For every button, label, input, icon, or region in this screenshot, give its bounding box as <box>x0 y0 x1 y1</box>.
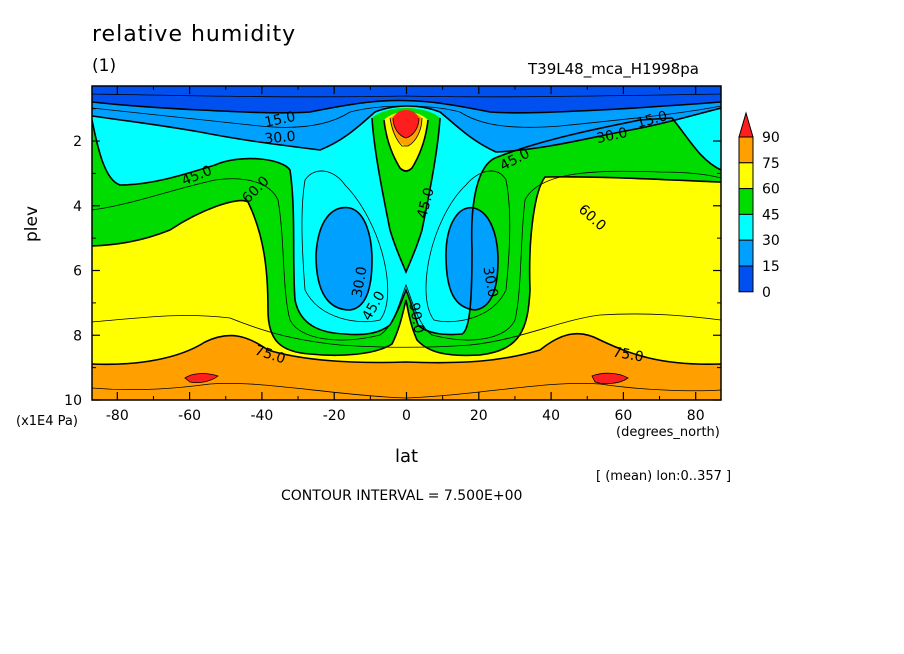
contour-line-column-45 <box>371 117 441 275</box>
colorbar: 0 15 30 45 60 75 90 <box>738 111 780 301</box>
y-tick-label: 8 <box>73 328 82 344</box>
y-tick-label: 2 <box>73 134 82 150</box>
colorbar-label: 15 <box>762 259 780 275</box>
fill-0-15-top <box>92 86 721 113</box>
colorbar-label: 75 <box>762 156 780 172</box>
colorbar-label: 45 <box>762 207 780 223</box>
panel-label: (1) <box>92 56 117 76</box>
axes: -80 -60 -40 -20 0 20 40 60 80 2 4 6 8 10 <box>64 86 721 424</box>
fill-90-top <box>393 110 419 138</box>
fill-15-30-left <box>316 207 372 310</box>
y-tick-label: 10 <box>64 393 82 409</box>
contour-label: 45.0 <box>414 186 438 220</box>
colorbar-box <box>738 136 754 164</box>
contour-label: 75.0 <box>611 344 644 365</box>
contour-label: 15.0 <box>263 109 297 131</box>
x-tick-label: 80 <box>687 408 705 424</box>
x-tick-label: -60 <box>178 408 201 424</box>
colorbar-label: 30 <box>762 233 780 249</box>
contour-label: 15.0 <box>635 108 669 132</box>
contour-line-lower-lobe-left <box>184 373 219 384</box>
contour-line-22 <box>92 105 721 128</box>
contour-line-30-right <box>445 207 499 311</box>
x-tick-label: 20 <box>470 408 488 424</box>
colorbar-box <box>738 265 754 293</box>
colorbar-label: 60 <box>762 182 780 198</box>
colorbar-box <box>738 188 754 215</box>
mean-note: [ (mean) lon:0..357 ] <box>596 469 732 484</box>
contour-line-75 <box>92 332 721 366</box>
contour-line-lower-lobe-right <box>591 372 629 385</box>
x-tick-label: 60 <box>614 408 632 424</box>
x-tick-label: -20 <box>323 408 346 424</box>
contour-line-column-60 <box>383 119 429 172</box>
x-axis-unit: (degrees_north) <box>616 425 720 440</box>
y-tick-label: 4 <box>73 199 82 215</box>
x-tick-label: 0 <box>402 408 411 424</box>
fill-45-60-column <box>372 108 440 272</box>
run-label: T39L48_mca_H1998pa <box>528 60 699 78</box>
contour-line-52 <box>92 170 721 341</box>
contour-interval: CONTOUR INTERVAL = 7.500E+00 <box>281 488 523 504</box>
fill-90-right-lobe <box>592 373 628 384</box>
contour-line-45-outer <box>92 117 721 336</box>
x-tick-label: -40 <box>250 408 273 424</box>
contour-line-column-75 <box>389 117 423 147</box>
contour-label: 30.0 <box>264 129 296 148</box>
x-tick-label: -80 <box>106 408 129 424</box>
y-axis-unit: (x1E4 Pa) <box>16 414 78 429</box>
x-tick-label: 40 <box>542 408 560 424</box>
contour-line-30-left <box>315 206 373 311</box>
contour-line-15 <box>92 99 721 114</box>
contour-line-column-90 <box>392 117 420 139</box>
colorbar-top-triangle <box>738 111 754 138</box>
contour-label: 90.0 <box>405 301 426 334</box>
contour-lines <box>92 93 721 399</box>
contour-label: 30.0 <box>349 265 370 298</box>
contour-line-67 <box>92 313 721 348</box>
contour-label: 30.0 <box>595 125 629 147</box>
colorbar-box <box>738 239 754 267</box>
chart-title: relative humidity <box>92 22 297 47</box>
contour-line-60-outer <box>92 176 721 357</box>
contour-line-37-right <box>425 170 511 323</box>
contour-line-7 <box>92 93 721 98</box>
contour-label: 30.0 <box>479 265 500 298</box>
colorbar-label: 0 <box>762 285 771 301</box>
colorbar-box <box>738 213 754 241</box>
contour-line-37 <box>301 170 389 323</box>
colorbar-box <box>738 162 754 190</box>
colorbar-label: 90 <box>762 130 780 146</box>
y-tick-label: 6 <box>73 264 82 280</box>
x-axis-title: lat <box>395 446 419 467</box>
